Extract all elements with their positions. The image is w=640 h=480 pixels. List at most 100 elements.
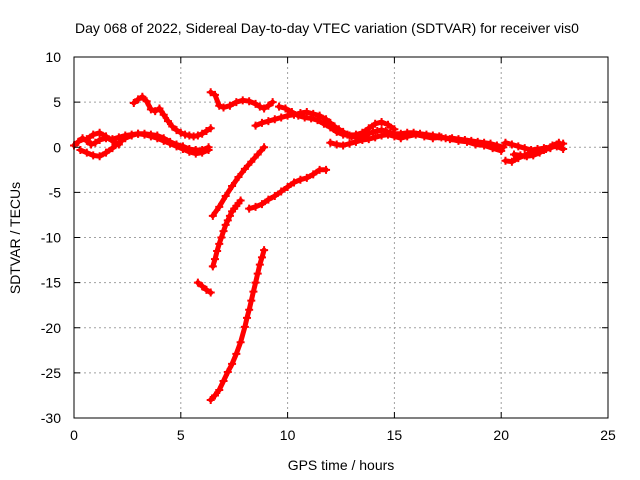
data-point-marker <box>445 135 454 144</box>
data-point-marker <box>294 111 303 120</box>
data-point-marker <box>215 101 224 110</box>
data-point-marker <box>163 117 172 126</box>
data-point-marker <box>287 108 296 117</box>
data-point-marker <box>264 101 273 110</box>
y-tick-label: 10 <box>45 49 61 65</box>
data-point-marker <box>383 120 392 129</box>
data-point-marker <box>260 143 269 152</box>
y-tick-label: -30 <box>41 410 61 426</box>
data-point-marker <box>108 136 117 145</box>
data-point-marker <box>247 296 256 305</box>
data-point-marker <box>277 113 286 122</box>
data-point-marker <box>221 191 230 200</box>
series-arc-11 <box>510 138 563 161</box>
data-point-marker <box>371 119 380 128</box>
data-point-marker <box>507 140 516 149</box>
data-point-marker <box>178 145 187 154</box>
data-point-marker <box>146 105 155 114</box>
data-point-marker <box>193 131 202 140</box>
data-point-marker <box>332 127 341 136</box>
data-point-marker <box>202 285 211 294</box>
data-point-marker <box>249 287 258 296</box>
data-point-marker <box>151 107 160 116</box>
data-point-marker <box>223 216 232 225</box>
data-point-marker <box>351 137 360 146</box>
data-point-marker <box>390 132 399 141</box>
data-point-marker <box>210 90 219 99</box>
data-point-marker <box>488 144 497 153</box>
data-point-marker <box>95 136 104 145</box>
data-point-marker <box>403 132 412 141</box>
data-point-marker <box>213 247 222 256</box>
data-point-marker <box>251 99 260 108</box>
data-point-marker <box>339 141 348 150</box>
data-point-marker <box>257 200 266 209</box>
data-point-marker <box>108 144 117 153</box>
data-point-marker <box>428 134 437 143</box>
data-point-marker <box>326 138 335 147</box>
data-point-marker <box>102 132 111 141</box>
data-point-marker <box>520 144 529 153</box>
data-point-marker <box>322 165 331 174</box>
data-point-marker <box>142 97 151 106</box>
data-point-marker <box>277 187 286 196</box>
data-point-marker <box>270 115 279 124</box>
data-point-marker <box>223 367 232 376</box>
data-point-marker <box>514 142 523 151</box>
data-point-marker <box>251 278 260 287</box>
data-point-marker <box>166 139 175 148</box>
series-arc-15 <box>206 246 269 404</box>
chart-title: Day 068 of 2022, Sidereal Day-to-day VTE… <box>75 20 579 36</box>
y-tick-label: -10 <box>41 230 61 246</box>
data-point-marker <box>114 140 123 149</box>
data-point-marker <box>275 102 284 111</box>
data-point-marker <box>548 141 557 150</box>
x-axis-title: GPS time / hours <box>288 457 395 473</box>
data-point-marker <box>420 132 429 141</box>
data-point-marker <box>219 376 228 385</box>
data-point-marker <box>255 260 264 269</box>
data-point-marker <box>390 125 399 134</box>
data-point-marker <box>193 278 202 287</box>
data-point-marker <box>206 124 215 133</box>
data-point-marker <box>396 134 405 143</box>
data-point-marker <box>74 137 83 146</box>
data-point-marker <box>245 97 254 106</box>
x-tick-label: 10 <box>280 427 296 443</box>
data-point-marker <box>309 170 318 179</box>
data-point-marker <box>129 99 138 108</box>
data-point-marker <box>121 134 130 143</box>
data-point-marker <box>364 124 373 133</box>
data-point-marker <box>240 164 249 173</box>
data-point-marker <box>264 117 273 126</box>
data-point-marker <box>236 338 245 347</box>
data-point-marker <box>176 128 185 137</box>
data-point-marker <box>206 88 215 97</box>
data-point-marker <box>172 142 181 151</box>
data-point-marker <box>507 157 516 166</box>
data-point-marker <box>208 262 217 271</box>
data-point-marker <box>245 305 254 314</box>
data-point-marker <box>251 202 260 211</box>
data-point-marker <box>302 173 311 182</box>
data-point-marker <box>243 313 252 322</box>
series-arc-13 <box>208 196 245 271</box>
data-point-marker <box>559 145 568 154</box>
data-point-marker <box>159 136 168 145</box>
data-point-marker <box>228 359 237 368</box>
data-point-marker <box>210 255 219 264</box>
data-point-marker <box>245 204 254 213</box>
data-point-marker <box>554 138 563 147</box>
data-point-marker <box>290 178 299 187</box>
data-point-marker <box>240 322 249 331</box>
data-point-marker <box>501 138 510 147</box>
series-arc-2 <box>76 129 213 161</box>
data-point-marker <box>159 110 168 119</box>
data-point-marker <box>198 282 207 291</box>
data-point-marker <box>253 269 262 278</box>
data-point-marker <box>91 138 100 147</box>
data-point-marker <box>542 145 551 154</box>
data-point-marker <box>296 175 305 184</box>
data-point-marker <box>219 103 228 112</box>
